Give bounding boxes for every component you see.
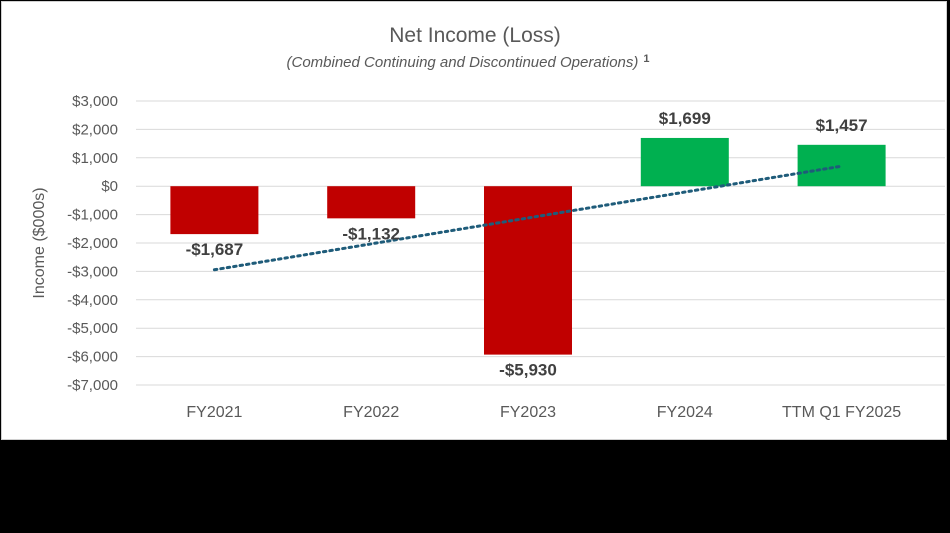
bar-ttm-q1-fy2025: [797, 144, 886, 187]
y-tick-label: $2,000: [72, 121, 118, 138]
data-label: -$5,930: [499, 361, 557, 380]
y-tick-label: $3,000: [72, 93, 118, 110]
y-tick-label: -$2,000: [67, 235, 118, 252]
bar-fy2023: [484, 186, 572, 355]
data-label: $1,457: [816, 116, 868, 135]
data-label: -$1,687: [186, 240, 244, 259]
y-tick-label: -$4,000: [67, 292, 118, 309]
chart-subtitle: (Combined Continuing and Discontinued Op…: [287, 53, 650, 71]
data-label: $1,699: [659, 109, 711, 128]
x-tick-label: FY2024: [657, 404, 713, 421]
data-label: -$1,132: [342, 224, 400, 243]
subtitle-text: (Combined Continuing and Discontinued Op…: [287, 54, 639, 71]
y-tick-label: -$6,000: [67, 349, 118, 366]
bar-fy2024: [640, 137, 729, 187]
net-income-chart: Net Income (Loss) (Combined Continuing a…: [31, 24, 945, 421]
chart-frame: [1, 1, 947, 440]
y-tick-label: -$7,000: [67, 377, 118, 394]
y-tick-label: $1,000: [72, 150, 118, 167]
x-tick-label: FY2022: [343, 404, 399, 421]
y-tick-label: $0: [101, 178, 118, 195]
chart-title: Net Income (Loss): [389, 24, 561, 47]
footnote-marker: 1: [643, 53, 649, 65]
x-tick-label: FY2021: [186, 404, 242, 421]
y-axis-label: Income ($000s): [31, 187, 48, 298]
y-tick-label: -$5,000: [67, 320, 118, 337]
y-tick-label: -$3,000: [67, 263, 118, 280]
bar-fy2021: [170, 186, 259, 235]
x-tick-label: TTM Q1 FY2025: [782, 404, 901, 421]
trendline: [212, 164, 844, 272]
bar-fy2022: [327, 186, 416, 219]
y-tick-label: -$1,000: [67, 207, 118, 224]
x-tick-label: FY2023: [500, 404, 556, 421]
